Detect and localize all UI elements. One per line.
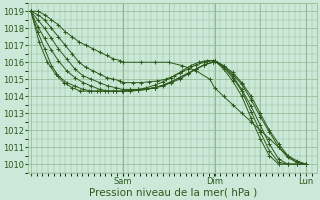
X-axis label: Pression niveau de la mer( hPa ): Pression niveau de la mer( hPa ): [89, 187, 257, 197]
